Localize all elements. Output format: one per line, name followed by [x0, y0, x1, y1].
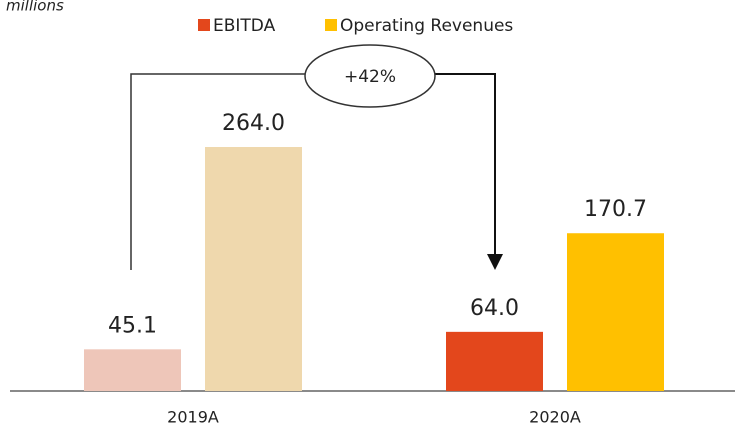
legend-label: EBITDA	[213, 16, 276, 36]
value-label: 170.7	[584, 197, 647, 222]
subtitle: millions	[6, 0, 64, 15]
value-label: 64.0	[470, 296, 519, 321]
bar	[446, 331, 543, 391]
legend-swatch	[198, 19, 210, 31]
annotation-ellipse	[304, 44, 436, 108]
value-label: 45.1	[108, 313, 157, 338]
bar	[84, 349, 181, 391]
annotation-line	[130, 73, 305, 270]
arrow-head	[487, 254, 503, 270]
legend-swatch	[325, 19, 337, 31]
bar	[205, 147, 302, 391]
x-tick-label: 2020A	[529, 408, 581, 427]
bar	[567, 233, 664, 391]
value-label: 264.0	[222, 111, 285, 136]
growth-annotation: +42%	[130, 44, 503, 270]
annotation-text: +42%	[344, 67, 396, 87]
x-tick-label: 2019A	[167, 408, 219, 427]
annotation-arrow	[435, 73, 496, 256]
legend-label: Operating Revenues	[340, 16, 513, 36]
